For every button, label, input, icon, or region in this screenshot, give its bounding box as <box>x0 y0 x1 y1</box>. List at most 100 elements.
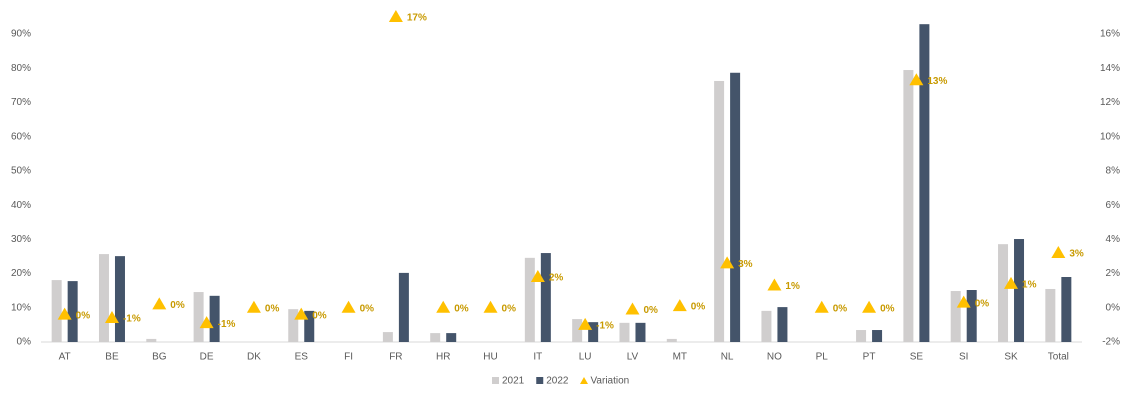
data-label: -1% <box>596 321 614 332</box>
variation-marker <box>1051 246 1066 259</box>
y-tick-label: 40% <box>11 200 31 211</box>
y-tick-label: 10% <box>11 302 31 313</box>
bar <box>304 310 315 342</box>
variation-marker <box>57 307 72 320</box>
x-tick-label: NL <box>721 352 734 363</box>
y-tick-label: 50% <box>11 166 31 177</box>
x-tick-label: BE <box>105 352 119 363</box>
x-tick-label: IT <box>533 352 542 363</box>
bar <box>1045 288 1056 342</box>
x-tick-label: SK <box>1004 352 1018 363</box>
data-label: 0% <box>454 303 469 314</box>
y2-tick-label: 6% <box>1106 200 1121 211</box>
bar <box>966 290 977 342</box>
legend-label: 2022 <box>546 376 569 387</box>
bar <box>67 281 78 342</box>
variation-marker <box>294 307 309 320</box>
data-label: 3% <box>1069 249 1084 260</box>
variation-marker <box>672 299 687 312</box>
bar <box>1061 277 1072 342</box>
x-tick-label: ES <box>295 352 309 363</box>
legend-label: Variation <box>591 376 630 387</box>
variation-marker <box>483 300 498 313</box>
data-label: 13% <box>927 76 947 87</box>
legend-label: 2021 <box>502 376 525 387</box>
data-label: 0% <box>502 303 517 314</box>
data-label: -1% <box>218 319 236 330</box>
data-label: 0% <box>833 303 848 314</box>
bar <box>51 280 62 342</box>
x-tick-label: AT <box>59 352 71 363</box>
y-tick-label: 60% <box>11 131 31 142</box>
data-label: 0% <box>975 298 990 309</box>
bar <box>666 338 677 342</box>
data-label: 0% <box>643 305 658 316</box>
data-label: 0% <box>76 310 91 321</box>
y2-tick-label: 10% <box>1100 131 1120 142</box>
bar <box>209 295 220 342</box>
bar <box>1014 239 1025 342</box>
variation-marker <box>246 300 261 313</box>
bar <box>430 333 441 342</box>
data-label: 0% <box>880 303 895 314</box>
variation-marker <box>199 316 214 329</box>
x-tick-label: LV <box>627 352 639 363</box>
data-label: 0% <box>312 310 327 321</box>
data-label: 3% <box>738 259 753 270</box>
bar <box>446 333 457 342</box>
bar <box>288 309 299 342</box>
variation-marker <box>530 270 545 282</box>
data-label: 1% <box>785 281 800 292</box>
y2-tick-label: 0% <box>1106 302 1121 313</box>
x-tick-label: PT <box>863 352 876 363</box>
x-tick-label: PL <box>816 352 829 363</box>
data-label: 17% <box>407 13 427 24</box>
x-tick-label: DK <box>247 352 261 363</box>
data-label: 0% <box>170 300 185 311</box>
bar <box>777 307 788 342</box>
x-tick-label: Total <box>1048 352 1069 363</box>
variation-marker <box>341 300 356 313</box>
y-tick-label: 30% <box>11 234 31 245</box>
variation-marker <box>862 300 877 313</box>
data-label: 1% <box>1022 279 1037 290</box>
variation-marker <box>909 73 924 86</box>
y-tick-label: 80% <box>11 63 31 74</box>
x-tick-label: SE <box>910 352 924 363</box>
y2-tick-label: 16% <box>1100 29 1120 40</box>
bar <box>619 322 630 342</box>
y2-tick-label: 8% <box>1106 166 1121 177</box>
variation-marker <box>625 302 640 315</box>
bar <box>919 24 930 343</box>
legend-swatch <box>536 377 544 384</box>
x-tick-label: BG <box>152 352 167 363</box>
data-label: -1% <box>123 314 141 325</box>
legend-swatch <box>580 377 588 384</box>
bar <box>572 319 583 342</box>
x-tick-label: NO <box>767 352 782 363</box>
y2-tick-label: 14% <box>1100 63 1120 74</box>
y2-tick-label: 12% <box>1100 97 1120 108</box>
x-tick-label: MT <box>673 352 687 363</box>
x-tick-label: LU <box>579 352 592 363</box>
bar <box>540 253 551 342</box>
data-label: 0% <box>265 303 280 314</box>
variation-marker <box>956 295 971 308</box>
y2-tick-label: 2% <box>1106 268 1121 279</box>
y2-tick-label: -2% <box>1102 337 1120 348</box>
bar <box>98 254 109 342</box>
bar <box>382 332 393 342</box>
bar <box>524 257 535 342</box>
y2-tick-label: 4% <box>1106 234 1121 245</box>
bar <box>730 72 741 343</box>
bar <box>114 256 125 342</box>
x-tick-label: SI <box>959 352 968 363</box>
legend-swatch <box>492 377 499 384</box>
variation-marker <box>578 317 593 330</box>
y-tick-label: 90% <box>11 29 31 40</box>
x-tick-label: FI <box>344 352 353 363</box>
bar <box>950 291 961 342</box>
data-label: 0% <box>691 302 706 313</box>
bar <box>193 292 204 342</box>
bar <box>761 310 772 342</box>
